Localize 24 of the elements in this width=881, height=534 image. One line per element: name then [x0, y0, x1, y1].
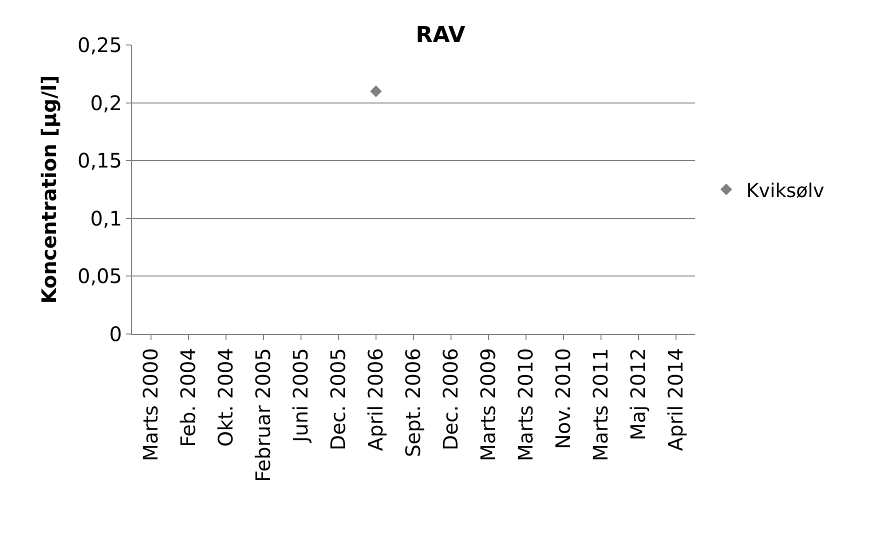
x-tick-label: Okt. 2004: [213, 348, 238, 447]
x-tick-label: Sept. 2006: [401, 348, 425, 458]
y-axis-title: Koncentration [µg/l]: [36, 75, 61, 304]
x-tick-label: Marts 2009: [476, 348, 500, 462]
y-tick-label: 0,1: [90, 206, 122, 230]
y-tick-label: 0,2: [90, 90, 122, 115]
x-tick-label: Marts 2010: [514, 348, 538, 462]
chart-title: RAV: [416, 23, 466, 48]
legend-label: Kviksølv: [746, 180, 824, 202]
y-tick-label: 0: [109, 322, 122, 346]
x-tick-label: April 2014: [664, 348, 688, 451]
x-tick-label: Dec. 2006: [438, 348, 463, 450]
y-tick-label: 0,05: [77, 264, 122, 288]
x-tick-label: Feb. 2004: [176, 348, 200, 448]
x-tick-label: Maj 2012: [626, 348, 650, 440]
x-tick-label: Juni 2005: [288, 348, 312, 444]
y-tick-label: 0,15: [77, 148, 122, 173]
x-tick-label: Marts 2000: [138, 348, 162, 462]
x-tick-label: Februar 2005: [250, 348, 275, 482]
x-tick-label: Marts 2011: [588, 348, 613, 462]
x-tick-label: April 2006: [363, 348, 388, 451]
x-tick-label: Nov. 2010: [551, 348, 576, 450]
y-tick-label: 0,25: [77, 33, 122, 57]
x-tick-label: Dec. 2005: [326, 348, 350, 450]
